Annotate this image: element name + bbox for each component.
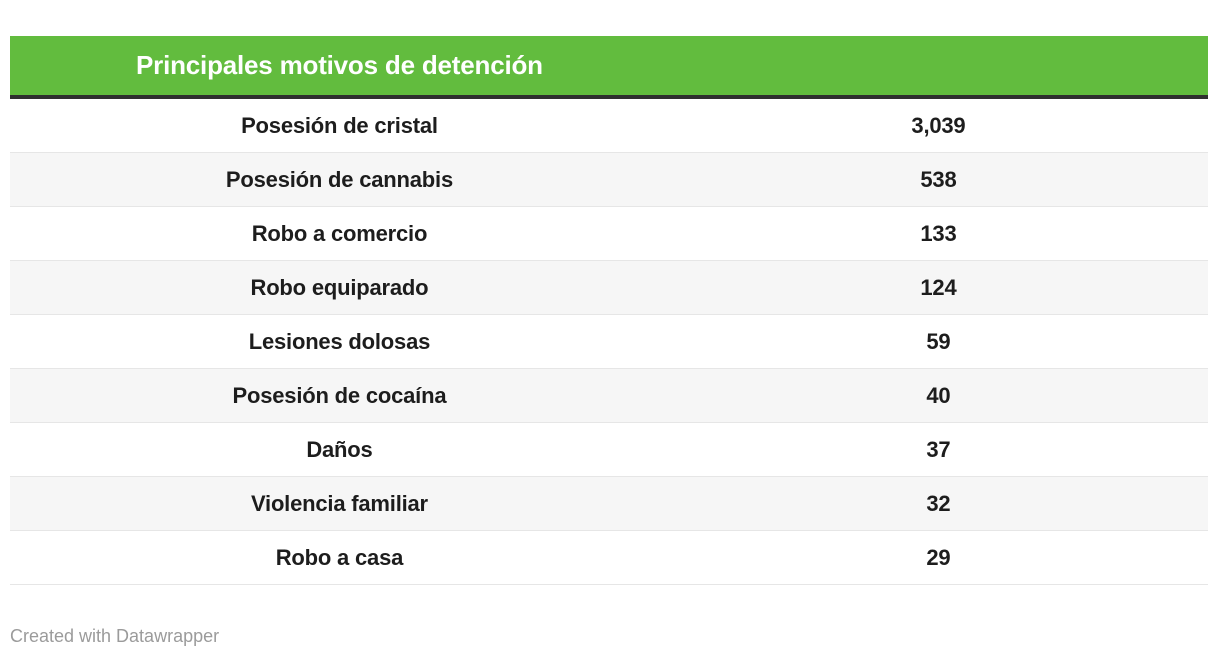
table-row: Lesiones dolosas 59 — [10, 315, 1208, 369]
table-row: Robo a comercio 133 — [10, 207, 1208, 261]
row-value: 32 — [926, 490, 951, 516]
table-row: Robo equiparado 124 — [10, 261, 1208, 315]
row-value: 3,039 — [911, 112, 966, 138]
row-value: 59 — [926, 328, 951, 354]
row-label: Posesión de cristal — [241, 112, 438, 138]
table-row: Robo a casa 29 — [10, 531, 1208, 585]
row-value: 37 — [926, 436, 951, 462]
row-value: 29 — [926, 544, 951, 570]
detention-reasons-table: Principales motivos de detención Posesió… — [10, 36, 1208, 585]
row-value: 40 — [926, 382, 951, 408]
row-label: Robo equiparado — [250, 274, 429, 300]
row-label: Robo a comercio — [251, 220, 428, 246]
table-title: Principales motivos de detención — [136, 50, 543, 80]
table-row: Daños 37 — [10, 423, 1208, 477]
row-label: Robo a casa — [275, 544, 404, 570]
table-row: Posesión de cocaína 40 — [10, 369, 1208, 423]
table-row: Violencia familiar 32 — [10, 477, 1208, 531]
row-label: Lesiones dolosas — [248, 328, 431, 354]
row-value: 124 — [920, 274, 957, 300]
table-body: Posesión de cristal 3,039 Posesión de ca… — [10, 99, 1208, 585]
table-row: Posesión de cannabis 538 — [10, 153, 1208, 207]
row-label: Daños — [306, 436, 373, 462]
datawrapper-attribution: Created with Datawrapper — [10, 626, 220, 646]
row-value: 538 — [920, 166, 957, 192]
row-label: Posesión de cocaína — [232, 382, 447, 408]
row-label: Posesión de cannabis — [225, 166, 453, 192]
row-label: Violencia familiar — [250, 490, 428, 516]
table-row: Posesión de cristal 3,039 — [10, 99, 1208, 153]
row-value: 133 — [920, 220, 957, 246]
table-header-row: Principales motivos de detención — [10, 36, 1208, 99]
